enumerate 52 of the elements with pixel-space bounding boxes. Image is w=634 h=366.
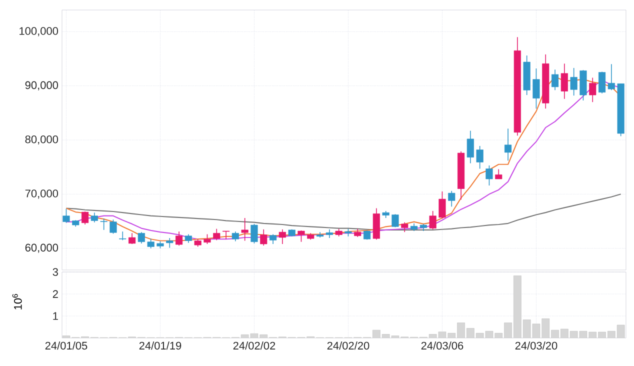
y-tick-label: 70,000 bbox=[25, 190, 58, 199]
candlestick bbox=[128, 232, 136, 244]
y-tick-label: 90,000 bbox=[25, 81, 58, 90]
candlestick bbox=[138, 232, 145, 244]
candlestick bbox=[110, 219, 117, 234]
candlestick bbox=[589, 77, 596, 102]
candlestick bbox=[222, 230, 230, 240]
candlestick bbox=[570, 68, 578, 96]
candlestick bbox=[504, 128, 512, 161]
candlestick bbox=[598, 71, 606, 94]
candlestick bbox=[476, 146, 484, 170]
candlestick bbox=[532, 68, 540, 109]
y-axis-title: 10$^{6}$ bbox=[12, 294, 22, 310]
candlestick bbox=[119, 231, 126, 241]
candlestick bbox=[62, 208, 70, 224]
candlestick bbox=[166, 238, 174, 248]
candlestick bbox=[438, 191, 446, 219]
x-tick-label: 24/03/06 bbox=[421, 342, 464, 350]
x-tick-label: 24/01/19 bbox=[139, 342, 182, 350]
candlestick bbox=[495, 168, 502, 180]
candlestick bbox=[82, 211, 89, 225]
candlestick bbox=[392, 214, 399, 228]
candlestick bbox=[551, 69, 559, 91]
candlestick bbox=[608, 64, 615, 91]
y-tick-label: 3 bbox=[52, 268, 58, 276]
x-tick-label: 24/02/02 bbox=[233, 342, 276, 350]
candlestick bbox=[560, 63, 568, 100]
candlestick bbox=[90, 212, 98, 223]
candlestick bbox=[260, 228, 268, 246]
y-tick-label: 100,000 bbox=[20, 27, 58, 36]
candlestick bbox=[147, 238, 154, 249]
x-tick-label: 24/03/20 bbox=[515, 342, 558, 350]
y-tick-label: 2 bbox=[52, 290, 58, 298]
candlestick bbox=[486, 165, 493, 186]
candlestick bbox=[204, 234, 211, 244]
x-tick-label: 24/01/05 bbox=[45, 342, 88, 350]
candlestick bbox=[176, 231, 183, 246]
candlestick bbox=[401, 222, 408, 232]
candlestick bbox=[278, 228, 286, 244]
candlestick bbox=[466, 130, 474, 164]
candlestick bbox=[250, 224, 258, 244]
y-tick-label: 60,000 bbox=[25, 244, 58, 253]
y-tick-label: 80,000 bbox=[25, 135, 58, 145]
candlestick bbox=[429, 210, 436, 230]
candlestick bbox=[448, 190, 456, 208]
y-tick-label: 1 bbox=[53, 312, 58, 320]
x-tick-label: 24/02/20 bbox=[327, 342, 370, 350]
candlestick bbox=[232, 231, 239, 242]
candlestick bbox=[213, 228, 220, 241]
candlestick bbox=[241, 218, 248, 242]
candlestick bbox=[270, 234, 277, 244]
candlestick bbox=[100, 218, 108, 230]
